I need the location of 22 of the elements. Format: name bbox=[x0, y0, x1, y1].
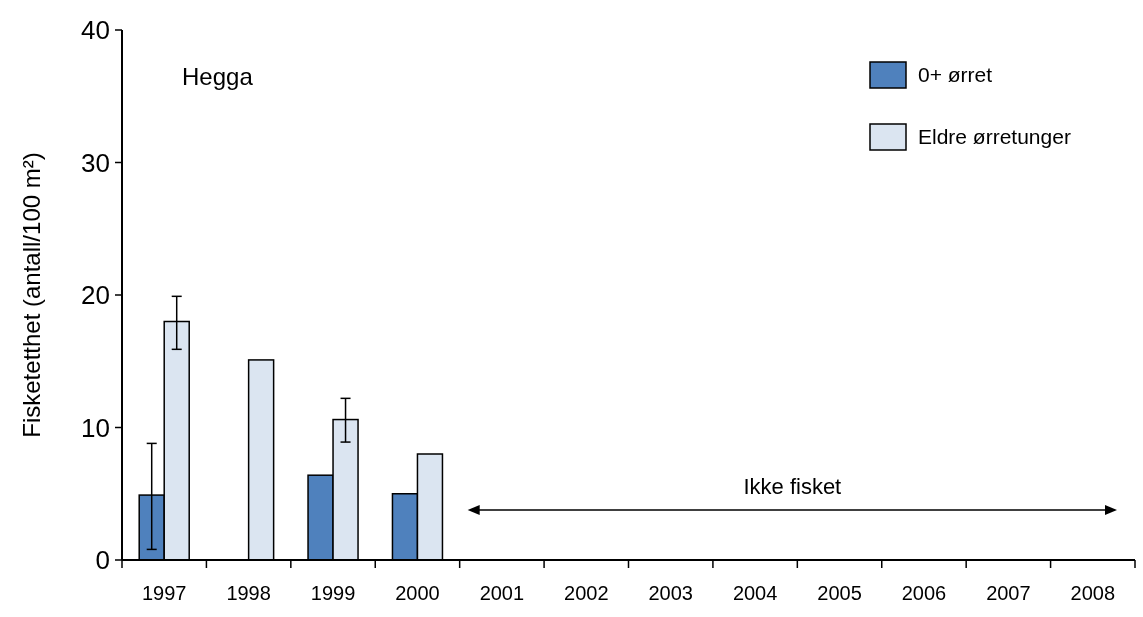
x-tick-label: 1999 bbox=[310, 582, 356, 604]
x-tick-label: 2008 bbox=[1070, 582, 1116, 604]
y-tick-label: 40 bbox=[81, 15, 110, 46]
x-tick-label: 2002 bbox=[564, 582, 609, 604]
x-tick-label: 2007 bbox=[986, 582, 1031, 604]
x-tick-label: 2004 bbox=[732, 582, 778, 604]
y-tick-label: 20 bbox=[81, 280, 110, 311]
x-tick-label: 2006 bbox=[901, 582, 947, 604]
legend-label: 0+ ørret bbox=[918, 63, 993, 87]
annotation: Ikke fisket bbox=[743, 474, 842, 499]
x-tick-label: 1997 bbox=[141, 582, 187, 604]
x-tick-label: 2003 bbox=[648, 582, 693, 604]
y-tick-label: 10 bbox=[81, 412, 110, 443]
y-tick-label: 30 bbox=[81, 147, 110, 178]
legend-label: Eldre ørretunger bbox=[918, 125, 1071, 149]
x-tick-label: 2005 bbox=[817, 582, 862, 604]
annotation: Hegga bbox=[182, 63, 254, 90]
x-tick-label: 1998 bbox=[226, 582, 271, 604]
x-tick-label: 2000 bbox=[395, 582, 440, 604]
x-tick-label: 2001 bbox=[479, 582, 525, 604]
y-tick-label: 0 bbox=[95, 545, 110, 576]
y-axis-title: Fisketetthet (antall/100 m²) bbox=[18, 152, 45, 438]
